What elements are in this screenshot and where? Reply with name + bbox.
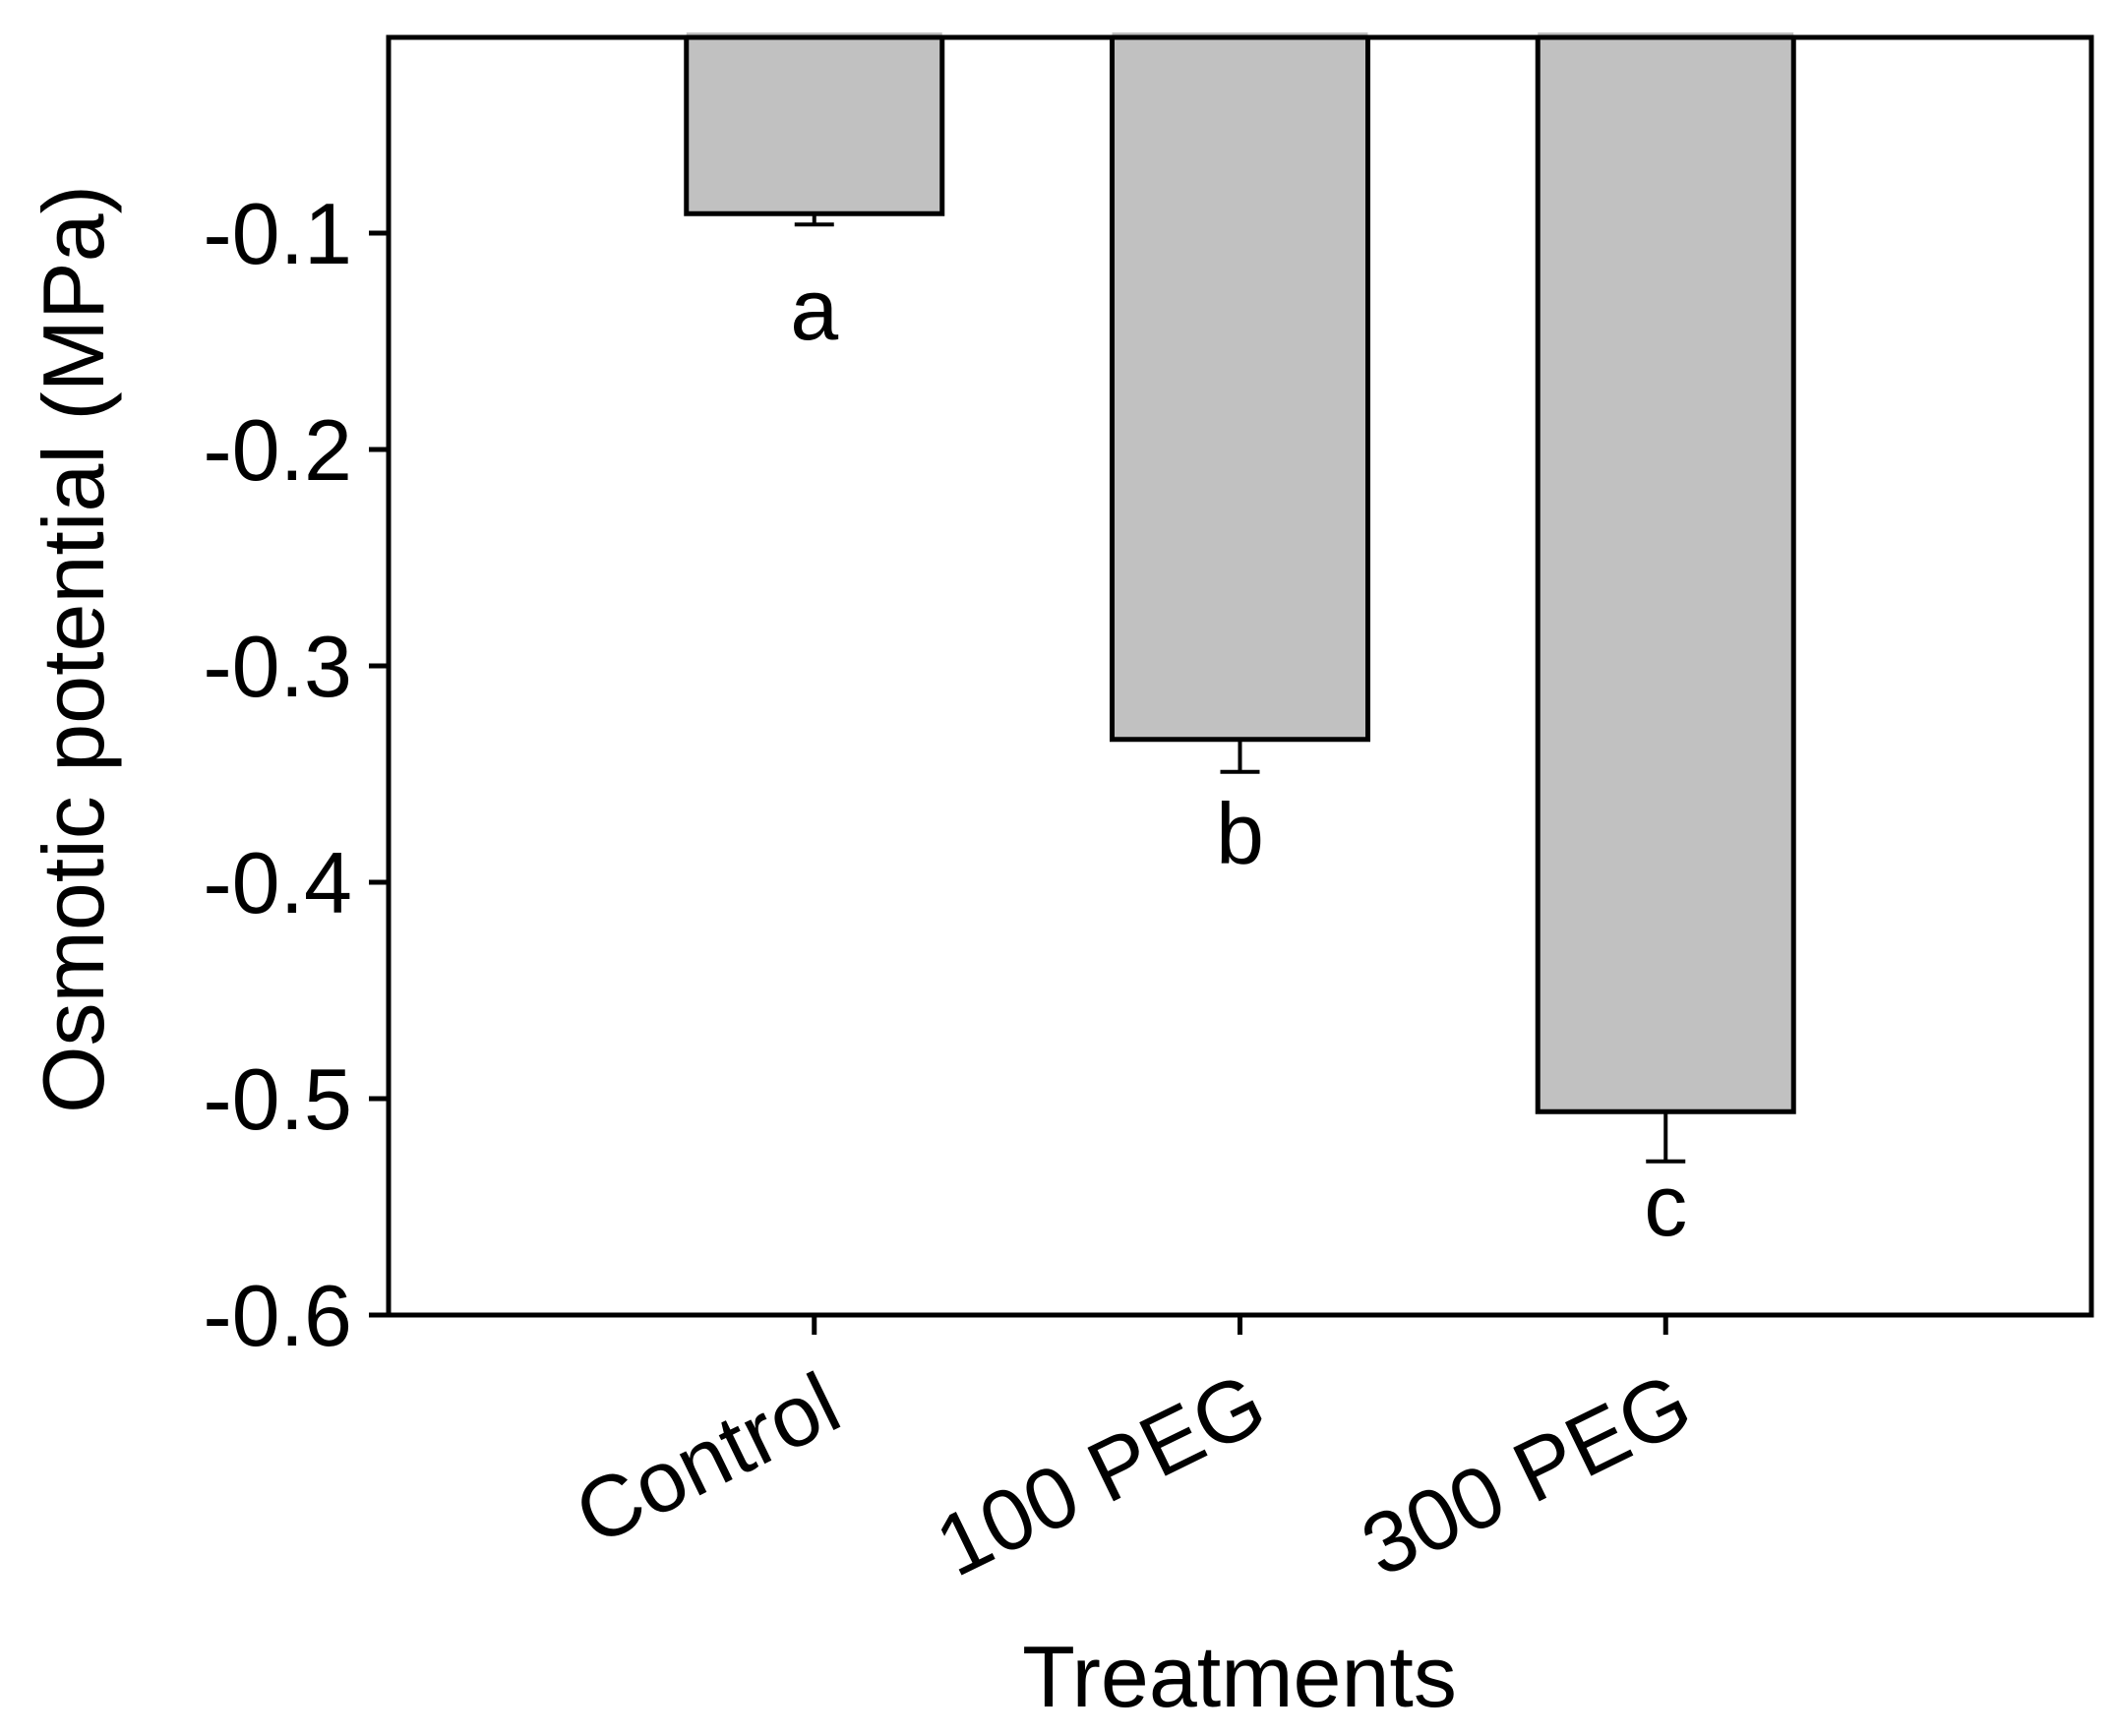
y-tick-label: -0.5 [203,1050,352,1148]
y-axis-title: Osmotic potential (MPa) [25,185,122,1113]
plot-frame [386,34,2094,1318]
y-tick-label: -0.1 [203,185,352,282]
x-tick-label: Control [561,1353,854,1563]
bar [1538,32,1794,1112]
y-tick-label: -0.6 [203,1267,352,1364]
x-tick-label: 300 PEG [1347,1353,1705,1595]
axis-layer [369,34,2094,1335]
x-axis-title: Treatments [1022,1628,1457,1725]
bars-layer [684,32,1796,1164]
y-tick-label: -0.4 [203,834,352,931]
significance-letter: b [1216,785,1264,882]
bar [686,32,942,214]
y-tick-label: -0.2 [203,401,352,499]
significance-letter: a [790,261,838,358]
significance-letter: c [1644,1157,1687,1254]
y-tick-label: -0.3 [203,618,352,715]
bar [1112,32,1368,740]
x-tick-label: 100 PEG [921,1353,1279,1595]
label-layer: a Control b 100 PEG c 300 PEG -0.1 -0.2 -0.3 -0.4… [203,185,1705,1595]
